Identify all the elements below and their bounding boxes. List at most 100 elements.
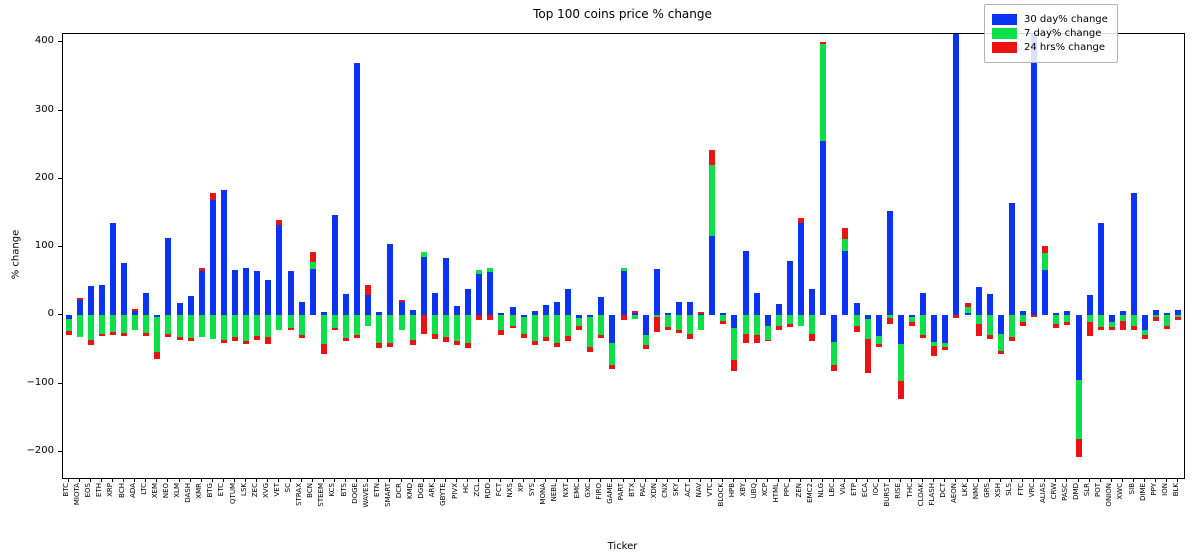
- bar-segment-XRP: [109, 315, 116, 332]
- x-tick-label-BLK: BLK: [1171, 483, 1180, 497]
- bar-segment-SYS: [531, 311, 538, 316]
- bar-segment-NEBL: [553, 315, 560, 343]
- bar-segment-ETC: [220, 340, 227, 343]
- x-tick-mark: [700, 478, 702, 482]
- legend: 30 day% change 7 day% change 24 hrs% cha…: [984, 4, 1118, 63]
- bar-segment-SYS: [531, 340, 538, 346]
- x-tick-mark: [256, 478, 258, 482]
- bar-segment-RDD: [487, 267, 494, 273]
- x-tick-mark: [267, 478, 269, 482]
- bar-segment-ECA: [864, 318, 871, 340]
- y-tick-mark: [58, 451, 62, 453]
- bar-segment-SKY: [675, 330, 682, 333]
- bar-segment-IOC: [875, 344, 882, 347]
- bar-segment-SLS: [1008, 336, 1015, 342]
- x-tick-label-NEBL: NEBL: [550, 483, 559, 502]
- bar-segment-NEO: [165, 238, 172, 316]
- x-tick-label-ETH: ETH: [95, 483, 104, 497]
- bar-segment-PIVX: [454, 340, 460, 345]
- bar-segment-ARK: [431, 315, 438, 334]
- x-tick-label-DCT: DCT: [938, 483, 947, 498]
- x-tick-label-CLOAK: CLOAK: [916, 483, 925, 507]
- x-tick-label-EMC2: EMC2: [805, 483, 814, 503]
- x-tick-mark: [311, 478, 313, 482]
- x-tick-label-MIOTA: MIOTA: [73, 483, 82, 506]
- x-tick-mark: [622, 478, 624, 482]
- bar-segment-NLG: [820, 141, 827, 316]
- bar-segment-BLOCK: [720, 313, 727, 316]
- bar-segment-NXS: [509, 315, 516, 327]
- bar-segment-FLASH: [931, 315, 938, 343]
- x-tick-label-IOC: IOC: [872, 483, 881, 496]
- bar-segment-QTUM: [232, 337, 239, 341]
- bar-segment-DCR: [398, 301, 405, 316]
- x-tick-mark: [389, 478, 391, 482]
- bar-segment-QTUM: [232, 315, 239, 338]
- bar-segment-HPB: [731, 359, 738, 371]
- bar-segment-XDN: [653, 315, 660, 318]
- bar-segment-FTC: [1020, 322, 1027, 327]
- bar-segment-STRAX: [298, 301, 305, 316]
- bar-segment-ETP: [853, 326, 860, 332]
- x-tick-mark: [289, 478, 291, 482]
- x-tick-mark: [666, 478, 668, 482]
- x-tick-label-FCT: FCT: [494, 483, 503, 497]
- bar-segment-DASH: [187, 295, 194, 316]
- bar-segment-VET: [276, 315, 283, 330]
- x-tick-label-BCH: BCH: [117, 483, 126, 498]
- bar-segment-THC: [909, 322, 916, 326]
- bar-segment-BCH: [121, 262, 128, 316]
- x-tick-label-CNX: CNX: [661, 483, 670, 498]
- bar-segment-XEM: [154, 352, 161, 360]
- bar-segment-NAV: [698, 312, 705, 315]
- bar-segment-STEEM: [320, 344, 327, 355]
- bar-segment-PIVX: [454, 315, 460, 341]
- bar-segment-VIA: [842, 238, 849, 251]
- bar-segment-XSH: [997, 315, 1004, 334]
- legend-label-24hrs: 24 hrs% change: [1024, 42, 1106, 53]
- bar-segment-FCT: [498, 312, 505, 316]
- x-tick-label-LTC: LTC: [139, 483, 148, 495]
- bar-segment-ETN: [376, 343, 383, 349]
- x-tick-mark: [733, 478, 735, 482]
- bar-segment-PAC: [642, 345, 649, 349]
- x-tick-mark: [478, 478, 480, 482]
- bar-segment-FCT: [498, 330, 505, 335]
- x-tick-mark: [866, 478, 868, 482]
- bar-segment-ION: [1164, 326, 1171, 330]
- bar-segment-BLK: [1175, 315, 1182, 318]
- x-tick-mark: [811, 478, 813, 482]
- bar-segment-KMD: [409, 340, 416, 345]
- x-tick-label-FIRO: FIRO: [594, 483, 603, 500]
- x-tick-label-ALIAS: ALIAS: [1038, 483, 1047, 503]
- bar-segment-XMR: [198, 271, 205, 316]
- bar-segment-RDD: [487, 272, 494, 316]
- x-tick-mark: [145, 478, 147, 482]
- bar-segment-ZCL: [476, 315, 483, 320]
- x-tick-label-BTX: BTX: [628, 483, 637, 497]
- x-tick-label-ETN: ETN: [372, 483, 381, 497]
- bar-segment-DCR: [398, 299, 405, 302]
- bar-segment-KCS: [331, 327, 338, 331]
- x-tick-label-BTC: BTC: [62, 483, 71, 497]
- bar-segment-GAME: [609, 343, 616, 366]
- bar-segment-EOS: [87, 286, 94, 316]
- bar-segment-XLM: [176, 337, 183, 340]
- x-tick-mark: [89, 478, 91, 482]
- bar-segment-ADA: [132, 315, 139, 330]
- bar-segment-ETC: [220, 189, 227, 316]
- x-tick-label-PAC: PAC: [639, 483, 648, 497]
- bar-segment-XEM: [154, 315, 161, 317]
- bar-segment-XWC: [1119, 311, 1126, 316]
- x-tick-mark: [278, 478, 280, 482]
- bar-segment-ECA: [864, 315, 871, 319]
- x-tick-label-ETC: ETC: [217, 483, 226, 497]
- bar-segment-FTC: [1020, 311, 1027, 316]
- bar-segment-ONION: [1108, 322, 1115, 328]
- bar-segment-IOC: [875, 315, 882, 336]
- x-tick-mark: [134, 478, 136, 482]
- x-tick-mark: [533, 478, 535, 482]
- x-tick-label-KMD: KMD: [406, 483, 415, 500]
- legend-item: 30 day% change: [992, 14, 1108, 25]
